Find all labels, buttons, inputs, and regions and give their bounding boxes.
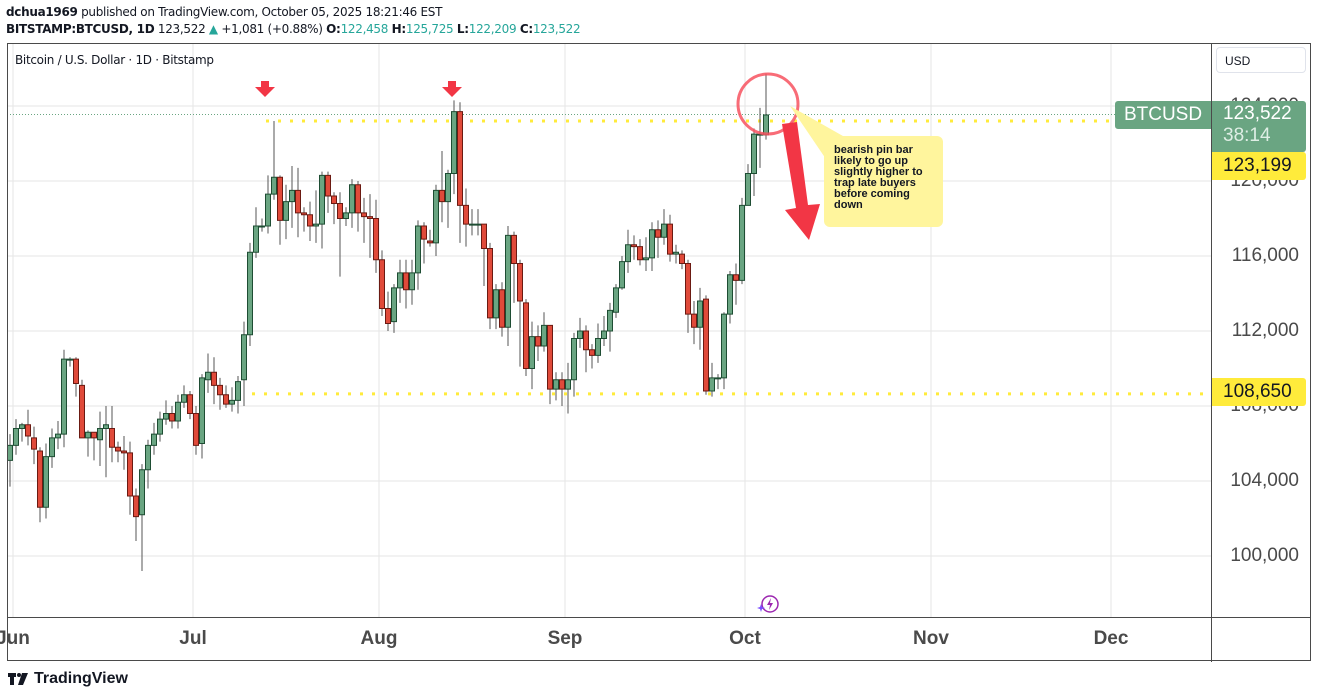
resistance-level-tag: 123,199	[1212, 152, 1306, 180]
time-tick: Oct	[729, 628, 761, 649]
annotation-line: bearish pin bar	[834, 144, 913, 156]
open-value: 122,458	[340, 22, 389, 36]
close-label: C:	[519, 22, 533, 36]
bar-countdown: 38:14	[1223, 125, 1271, 146]
time-tick: Nov	[913, 628, 949, 649]
annotation-line: down	[834, 199, 863, 211]
price-change: +1,081 (+0.88%)	[221, 22, 323, 36]
time-axis[interactable]: Jun Jul Aug Sep Oct Nov Dec	[0, 617, 1311, 662]
publish-info: dchua1969 published on TradingView.com, …	[6, 5, 442, 19]
low-label: L:	[456, 22, 469, 36]
time-tick: Sep	[547, 628, 583, 649]
open-label: O:	[326, 22, 341, 36]
time-tick: Jul	[179, 628, 207, 649]
axis-corner	[1211, 618, 1212, 662]
candlestick-chart	[7, 43, 1211, 617]
time-tick: Dec	[1093, 628, 1129, 649]
last-price-tag-value: 123,522	[1223, 103, 1292, 124]
time-tick: Aug	[360, 628, 398, 649]
annotation-line: likely to go up	[834, 155, 908, 167]
high-value: 125,725	[405, 22, 454, 36]
close-value: 123,522	[532, 22, 581, 36]
low-value: 122,209	[468, 22, 517, 36]
author-name[interactable]: dchua1969	[6, 5, 78, 19]
high-label: H:	[391, 22, 407, 36]
tradingview-logo-icon	[8, 673, 28, 685]
annotation-line: trap late buyers	[834, 177, 916, 189]
symbol-label: BITSTAMP:BTCUSD, 1D	[6, 22, 155, 36]
currency-button[interactable]: USD	[1216, 47, 1306, 73]
annotation-line: slightly higher to	[834, 166, 923, 178]
annotation-line: before coming	[834, 188, 910, 200]
support-level-tag: 108,650	[1212, 378, 1306, 406]
last-price: 123,522	[157, 22, 206, 36]
price-tick: 116,000	[1231, 245, 1299, 266]
price-tick: 100,000	[1230, 545, 1299, 566]
publish-text: published on TradingView.com, October 05…	[77, 5, 443, 19]
chart-title: Bitcoin / U.S. Dollar · 1D · Bitstamp	[15, 53, 214, 67]
brand-name: TradingView	[34, 670, 128, 687]
tradingview-logo[interactable]: TradingView	[8, 670, 128, 688]
annotation-callout[interactable]: bearish pin bar likely to go up slightly…	[824, 136, 943, 227]
chart-frame	[7, 43, 1311, 661]
price-tick: 112,000	[1231, 320, 1299, 341]
ohlc-legend: BITSTAMP:BTCUSD, 1D 123,522 ▲ +1,081 (+0…	[6, 22, 581, 36]
last-price-tag: 123,522 38:14	[1212, 101, 1306, 152]
up-triangle-icon: ▲	[208, 22, 218, 36]
symbol-price-tag: BTCUSD	[1115, 101, 1211, 129]
price-tick: 104,000	[1230, 470, 1299, 491]
chart-plot-area[interactable]	[7, 43, 1211, 617]
